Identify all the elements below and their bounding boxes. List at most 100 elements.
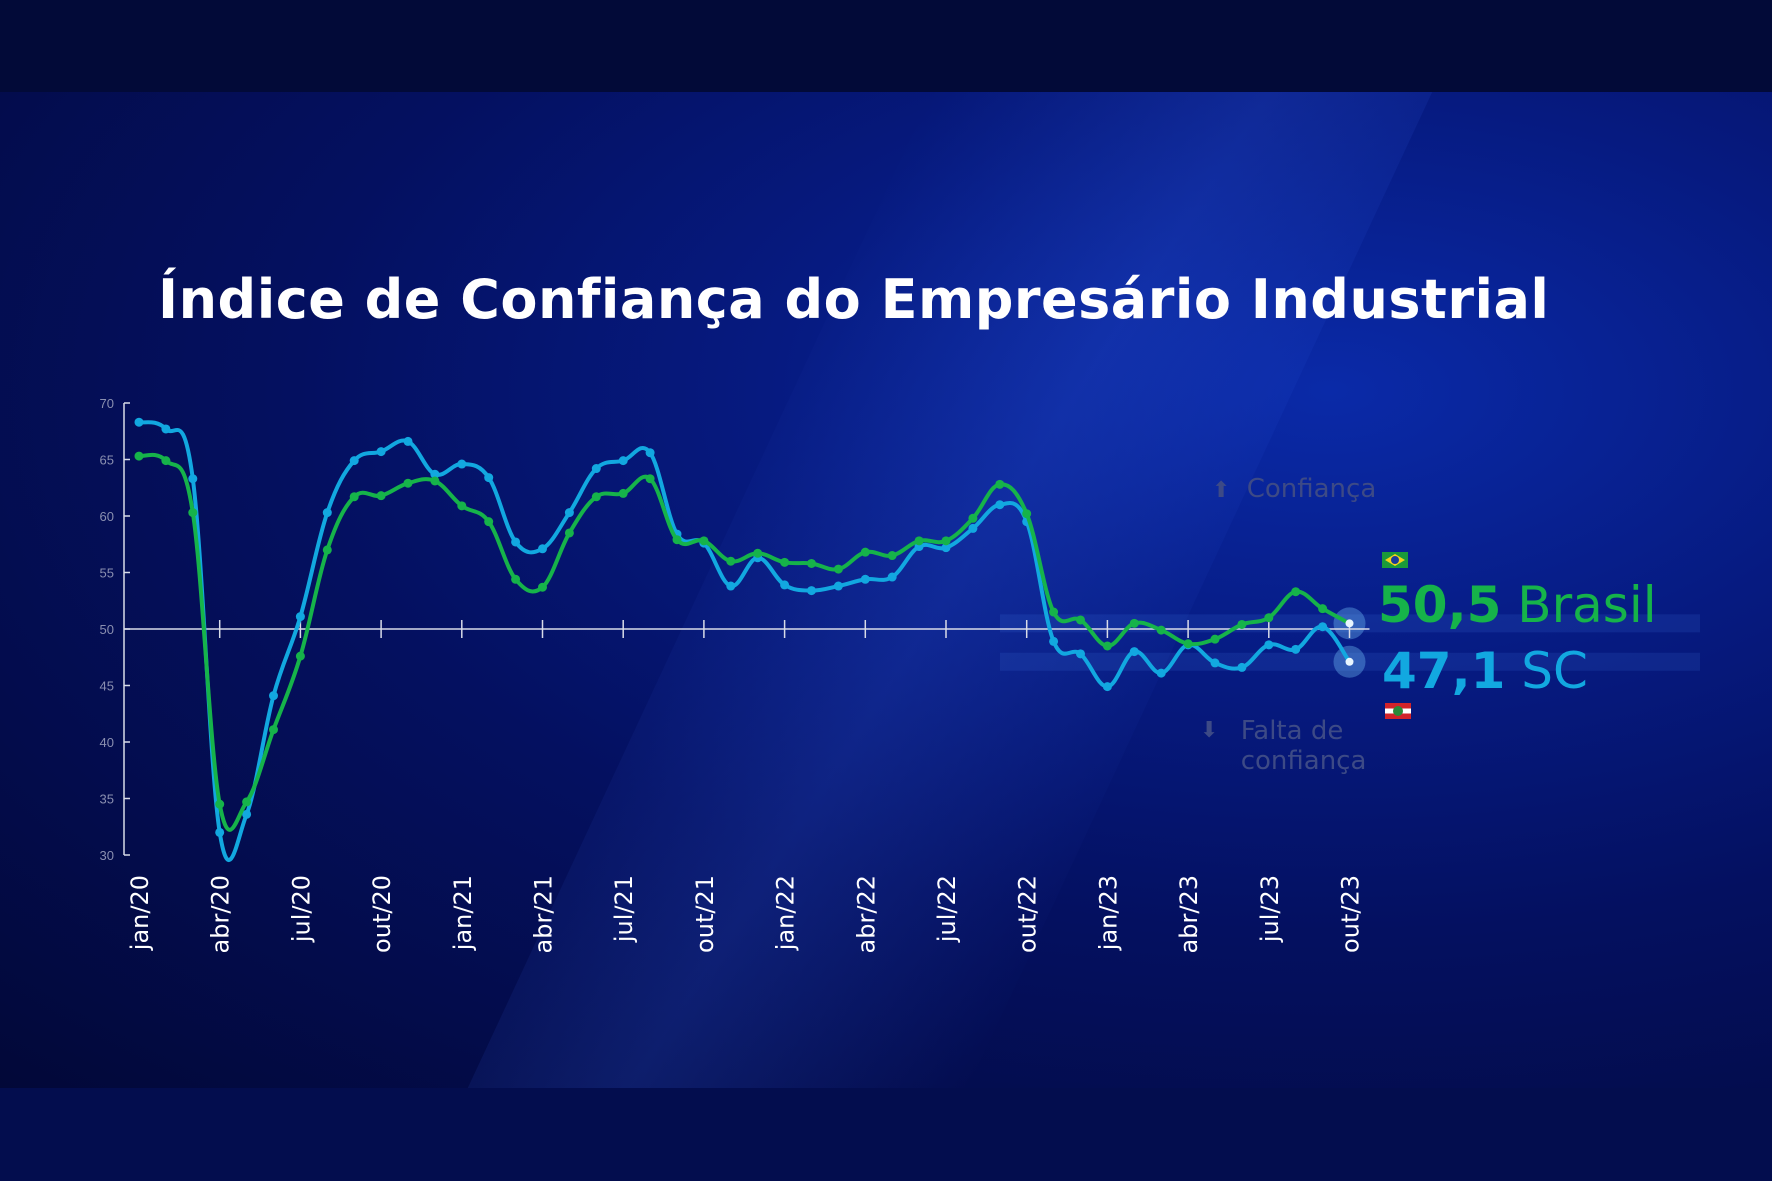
data-point-sc (322, 508, 332, 518)
data-point-brasil (188, 508, 198, 518)
data-point-sc (457, 459, 467, 469)
data-point-brasil (753, 548, 763, 558)
data-point-sc (941, 543, 951, 553)
data-point-sc (430, 469, 440, 479)
x-tick-label: jan/23 (1094, 875, 1122, 951)
data-point-sc (726, 581, 736, 591)
data-point-brasil (618, 488, 628, 498)
data-point-sc (161, 424, 171, 434)
y-tick-label: 40 (100, 735, 114, 750)
data-point-sc (1291, 644, 1301, 654)
data-point-sc (860, 574, 870, 584)
data-point-brasil (457, 501, 467, 511)
background (0, 92, 1772, 1088)
chart-title: Índice de Confiança do Empresário Indust… (158, 268, 1550, 331)
data-point-sc (376, 447, 386, 457)
y-tick-label: 45 (100, 679, 114, 694)
x-tick-label: jul/22 (933, 875, 961, 943)
no-confidence-label-2: confiança (1240, 746, 1367, 776)
data-point-sc (134, 417, 144, 427)
data-point-sc (1129, 647, 1139, 657)
arrow-down-icon: ⬇ (1200, 718, 1219, 743)
data-point-brasil (887, 551, 897, 561)
top-bar (0, 0, 1772, 92)
series-line-sc (138, 420, 1352, 863)
sc-name: SC (1521, 642, 1588, 700)
data-point-sc (215, 827, 225, 837)
data-point-brasil (349, 492, 359, 502)
data-point-sc (591, 464, 601, 474)
data-point-brasil (1076, 615, 1085, 625)
data-point-brasil (511, 574, 521, 584)
data-point-brasil (1129, 618, 1139, 628)
data-point-brasil (484, 517, 494, 527)
data-point-sc (1049, 636, 1059, 646)
data-point-brasil (1156, 625, 1166, 635)
data-point-sc (295, 612, 305, 622)
series-line-brasil (138, 452, 1351, 832)
data-point-sc (1156, 668, 1166, 678)
data-point-sc (645, 448, 655, 458)
data-point-sc (618, 456, 628, 466)
data-point-sc (780, 580, 790, 590)
data-point-brasil (1102, 641, 1112, 651)
confidence-label: Confiança (1246, 474, 1377, 504)
data-point-brasil (242, 797, 252, 807)
data-point-brasil (726, 556, 736, 566)
brasil-callout: 50,5 Brasil (1378, 576, 1657, 634)
brasil-name: Brasil (1517, 576, 1657, 634)
data-point-sc (995, 500, 1005, 510)
bottom-bar (0, 1088, 1772, 1181)
data-point-brasil (995, 479, 1005, 489)
y-tick-label: 55 (100, 566, 114, 581)
x-tick-label: out/22 (1014, 875, 1042, 953)
data-point-sc (887, 572, 897, 582)
data-point-brasil (161, 456, 171, 466)
data-point-sc (242, 809, 252, 819)
arrow-up-icon: ⬆ (1212, 478, 1231, 503)
no-confidence-label-1: Falta de (1240, 716, 1344, 746)
data-point-brasil (1318, 604, 1328, 614)
x-tick-label: jul/20 (287, 875, 315, 943)
data-point-brasil (860, 547, 870, 557)
data-point-brasil (1022, 509, 1032, 519)
data-point-brasil (295, 651, 305, 661)
y-tick-label: 30 (100, 848, 114, 863)
data-point-sc (1318, 622, 1328, 632)
data-point-sc (349, 456, 359, 466)
x-tick-label: jul/21 (610, 875, 638, 943)
data-point-brasil (807, 558, 816, 568)
data-point-sc (1210, 658, 1220, 668)
data-point-brasil (1210, 634, 1220, 644)
data-point-sc (511, 537, 521, 547)
data-point-brasil (591, 492, 601, 502)
x-tick-label: out/21 (691, 875, 719, 953)
confidence-hint: ⬆ Confiança (1212, 474, 1376, 504)
x-tick-label: jan/21 (449, 875, 477, 951)
y-tick-label: 60 (100, 509, 114, 524)
data-point-brasil (645, 474, 655, 484)
data-point-sc (188, 474, 198, 484)
brasil-value: 50,5 (1378, 576, 1502, 634)
data-point-brasil (215, 799, 225, 809)
x-tick-label: abr/20 (207, 875, 235, 953)
data-point-brasil (833, 564, 843, 574)
y-tick-label: 50 (100, 622, 114, 637)
data-point-sc (1102, 682, 1112, 692)
x-tick-label: jul/23 (1256, 875, 1284, 943)
data-point-sc (564, 508, 574, 518)
x-tick-label: abr/21 (530, 875, 558, 953)
x-tick-label: out/23 (1337, 875, 1365, 953)
data-point-sc (807, 586, 816, 596)
data-point-brasil (914, 536, 924, 546)
data-point-sc (484, 473, 494, 483)
data-point-brasil (322, 545, 332, 555)
x-tick-label: abr/22 (852, 875, 880, 953)
x-tick-label: abr/23 (1175, 875, 1203, 953)
data-point-brasil (968, 513, 978, 523)
data-point-brasil (403, 478, 413, 488)
data-point-brasil (699, 536, 709, 546)
data-point-brasil (1183, 639, 1193, 649)
data-point-brasil (1345, 619, 1354, 628)
